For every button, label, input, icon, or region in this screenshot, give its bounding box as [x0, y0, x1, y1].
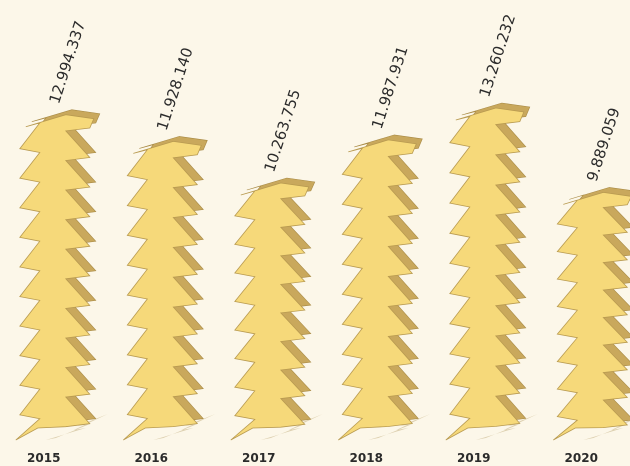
x-tick-label: 2020 [565, 451, 598, 465]
value-label: 11.928.140 [153, 45, 197, 132]
bolt-shadow [153, 414, 216, 440]
bolt-shadow [368, 414, 431, 440]
bolt [15, 114, 95, 441]
value-label: 9.889.059 [583, 105, 624, 183]
value-label: 12.994.337 [45, 19, 89, 106]
x-tick-label: 2015 [27, 451, 60, 465]
bolt [123, 140, 202, 441]
x-tick-label: 2018 [350, 451, 383, 465]
bolt [553, 191, 630, 441]
bolt-shadow [45, 414, 108, 440]
value-label: 13.260.232 [475, 12, 519, 99]
bolt [338, 139, 417, 441]
bolt-shadow [260, 414, 323, 440]
value-label: 11.987.931 [368, 44, 412, 131]
bolt [445, 107, 525, 441]
x-tick-label: 2016 [135, 451, 168, 465]
bolt-shadow [475, 414, 538, 440]
value-label: 10.263.755 [260, 87, 304, 174]
x-tick-label: 2017 [242, 451, 275, 465]
bolt [230, 182, 310, 441]
x-tick-label: 2019 [457, 451, 490, 465]
